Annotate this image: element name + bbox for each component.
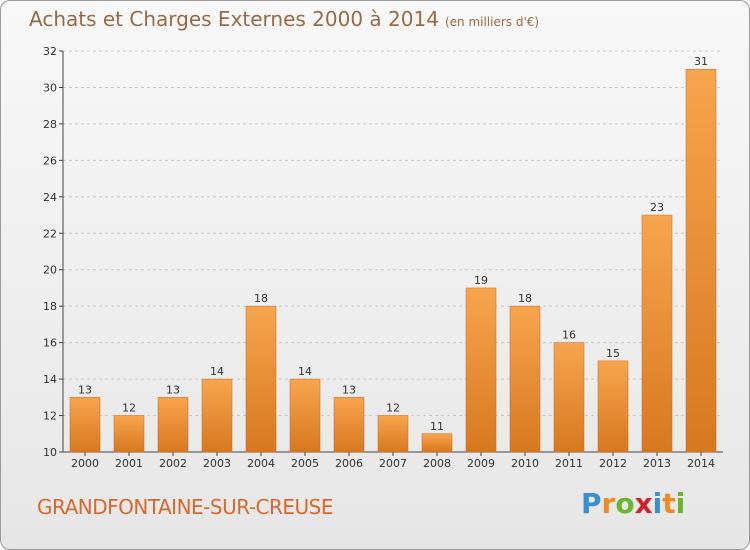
- bar: [377, 415, 409, 453]
- bar: [69, 397, 101, 453]
- y-tick-label: 14: [43, 373, 57, 386]
- x-tick-label: 2012: [599, 457, 627, 470]
- bar: [553, 342, 585, 453]
- logo-letter: i: [675, 487, 686, 520]
- x-tick-label: 2000: [71, 457, 99, 470]
- y-tick-label: 10: [43, 446, 57, 459]
- x-tick-label: 2006: [335, 457, 363, 470]
- commune-name: GRANDFONTAINE-SUR-CREUSE: [37, 495, 334, 519]
- y-tick-label: 32: [43, 45, 57, 58]
- bar: [685, 68, 717, 453]
- bar-value-label: 18: [518, 292, 532, 305]
- logo-letter: x: [634, 487, 653, 520]
- bar: [113, 415, 145, 453]
- bar: [509, 305, 541, 453]
- y-tick-label: 16: [43, 337, 57, 350]
- y-tick-label: 28: [43, 118, 57, 131]
- bar: [421, 433, 453, 453]
- proxiti-logo[interactable]: Proxiti: [581, 487, 685, 520]
- bar: [289, 378, 321, 453]
- bar-value-label: 15: [606, 347, 620, 360]
- logo-letter: t: [662, 487, 676, 520]
- bar: [333, 397, 365, 453]
- bar-value-label: 12: [386, 402, 400, 415]
- bar-value-label: 14: [298, 365, 312, 378]
- bar-value-label: 13: [78, 383, 92, 396]
- chart-title: Achats et Charges Externes 2000 à 2014 (e…: [29, 7, 539, 31]
- x-tick-label: 2007: [379, 457, 407, 470]
- bar-value-label: 12: [122, 402, 136, 415]
- logo-letter: o: [615, 487, 635, 520]
- x-tick-label: 2004: [247, 457, 275, 470]
- x-tick-label: 2003: [203, 457, 231, 470]
- bar: [157, 397, 189, 453]
- x-tick-label: 2002: [159, 457, 187, 470]
- bar: [597, 360, 629, 453]
- y-tick-label: 20: [43, 264, 57, 277]
- bar-value-label: 31: [694, 55, 708, 68]
- x-tick-label: 2010: [511, 457, 539, 470]
- x-tick-label: 2008: [423, 457, 451, 470]
- x-tick-label: 2001: [115, 457, 143, 470]
- bar-value-label: 23: [650, 201, 664, 214]
- bar-value-label: 16: [562, 329, 576, 342]
- bar-value-label: 19: [474, 274, 488, 287]
- bar-value-label: 14: [210, 365, 224, 378]
- bar-value-label: 11: [430, 420, 444, 433]
- chart-title-text: Achats et Charges Externes 2000 à 2014: [29, 7, 439, 31]
- y-tick-label: 26: [43, 154, 57, 167]
- logo-letter: r: [601, 487, 616, 520]
- y-tick-label: 30: [43, 81, 57, 94]
- bar: [465, 287, 497, 453]
- bar: [201, 378, 233, 453]
- bar-value-label: 13: [342, 383, 356, 396]
- x-tick-label: 2014: [687, 457, 715, 470]
- bar: [641, 214, 673, 453]
- x-tick-label: 2005: [291, 457, 319, 470]
- y-tick-label: 12: [43, 410, 57, 423]
- bar-value-label: 18: [254, 292, 268, 305]
- bar: [245, 305, 277, 453]
- logo-letter: i: [652, 487, 663, 520]
- logo-letter: P: [581, 487, 602, 520]
- bar-value-label: 13: [166, 383, 180, 396]
- x-tick-label: 2011: [555, 457, 583, 470]
- x-tick-label: 2009: [467, 457, 495, 470]
- y-tick-label: 22: [43, 227, 57, 240]
- x-tick-label: 2013: [643, 457, 671, 470]
- y-tick-label: 18: [43, 300, 57, 313]
- chart-unit: (en milliers d'€): [444, 15, 540, 29]
- y-tick-label: 24: [43, 191, 57, 204]
